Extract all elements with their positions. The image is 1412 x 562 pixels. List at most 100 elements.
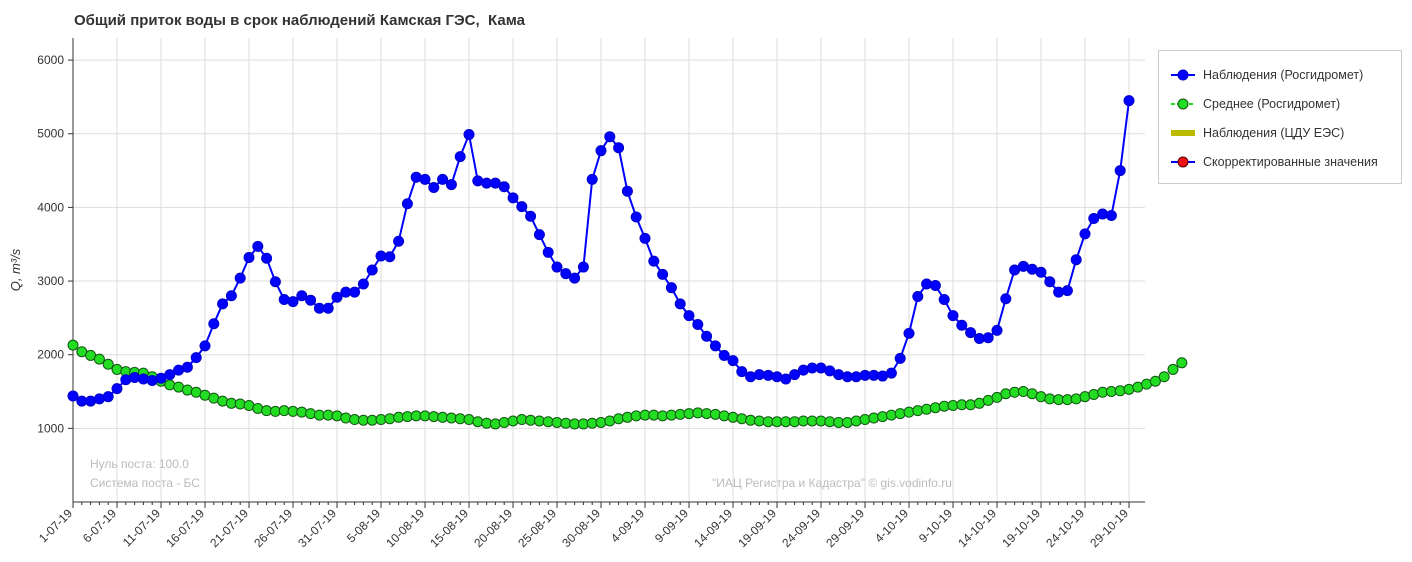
data-point-average-rosgidromet[interactable] — [305, 408, 317, 420]
data-point-observations-rosgidromet[interactable] — [665, 282, 677, 294]
data-point-average-rosgidromet[interactable] — [868, 412, 880, 424]
data-point-observations-rosgidromet[interactable] — [111, 383, 123, 395]
data-point-average-rosgidromet[interactable] — [841, 416, 853, 428]
data-point-observations-rosgidromet[interactable] — [789, 369, 801, 381]
data-point-observations-rosgidromet[interactable] — [718, 349, 730, 361]
data-point-average-rosgidromet[interactable] — [736, 413, 748, 425]
data-point-observations-rosgidromet[interactable] — [1114, 165, 1126, 177]
data-point-average-rosgidromet[interactable] — [1158, 371, 1170, 383]
data-point-average-rosgidromet[interactable] — [877, 411, 889, 423]
data-point-average-rosgidromet[interactable] — [718, 410, 730, 422]
data-point-observations-rosgidromet[interactable] — [1079, 228, 1091, 240]
data-point-observations-rosgidromet[interactable] — [1097, 208, 1109, 220]
legend-item-observations-cdu-ees[interactable]: Наблюдения (ЦДУ ЕЭС) — [1171, 123, 1344, 143]
data-point-average-rosgidromet[interactable] — [929, 402, 941, 414]
data-point-average-rosgidromet[interactable] — [234, 398, 246, 410]
data-point-observations-rosgidromet[interactable] — [903, 327, 915, 339]
data-point-observations-rosgidromet[interactable] — [850, 371, 862, 383]
data-point-observations-rosgidromet[interactable] — [595, 145, 607, 157]
data-point-observations-rosgidromet[interactable] — [164, 369, 176, 381]
data-point-observations-rosgidromet[interactable] — [102, 391, 114, 403]
data-point-average-rosgidromet[interactable] — [859, 414, 871, 426]
data-point-observations-rosgidromet[interactable] — [287, 296, 299, 308]
data-point-observations-rosgidromet[interactable] — [322, 302, 334, 314]
data-point-observations-rosgidromet[interactable] — [982, 332, 994, 344]
data-point-average-rosgidromet[interactable] — [903, 406, 915, 418]
data-point-observations-rosgidromet[interactable] — [393, 235, 405, 247]
data-point-observations-rosgidromet[interactable] — [956, 319, 968, 331]
data-point-observations-rosgidromet[interactable] — [542, 246, 554, 258]
data-point-observations-rosgidromet[interactable] — [885, 367, 897, 379]
data-point-observations-rosgidromet[interactable] — [419, 173, 431, 185]
data-point-observations-rosgidromet[interactable] — [1000, 293, 1012, 305]
data-point-observations-rosgidromet[interactable] — [1061, 285, 1073, 297]
data-point-average-rosgidromet[interactable] — [1176, 357, 1188, 369]
data-point-average-rosgidromet[interactable] — [472, 416, 484, 428]
data-point-observations-rosgidromet[interactable] — [674, 298, 686, 310]
data-point-observations-rosgidromet[interactable] — [657, 268, 669, 280]
data-point-observations-rosgidromet[interactable] — [305, 294, 317, 306]
data-point-observations-rosgidromet[interactable] — [938, 293, 950, 305]
data-point-observations-rosgidromet[interactable] — [507, 192, 519, 204]
data-point-observations-rosgidromet[interactable] — [331, 291, 343, 303]
data-point-observations-rosgidromet[interactable] — [780, 373, 792, 385]
data-point-observations-rosgidromet[interactable] — [269, 276, 281, 288]
legend-item-average-rosgidromet[interactable]: Среднее (Росгидромет) — [1171, 94, 1340, 114]
data-point-observations-rosgidromet[interactable] — [516, 201, 528, 213]
data-point-average-rosgidromet[interactable] — [102, 358, 114, 370]
data-point-observations-rosgidromet[interactable] — [243, 251, 255, 263]
data-point-observations-rosgidromet[interactable] — [437, 173, 449, 185]
data-point-observations-rosgidromet[interactable] — [225, 290, 237, 302]
data-point-observations-rosgidromet[interactable] — [533, 229, 545, 241]
data-point-observations-rosgidromet[interactable] — [261, 252, 273, 264]
data-point-observations-rosgidromet[interactable] — [463, 128, 475, 140]
data-point-observations-rosgidromet[interactable] — [604, 131, 616, 143]
data-point-observations-rosgidromet[interactable] — [296, 290, 308, 302]
data-point-average-rosgidromet[interactable] — [709, 408, 721, 420]
data-point-average-rosgidromet[interactable] — [340, 412, 352, 424]
legend-item-observations-rosgidromet[interactable]: Наблюдения (Росгидромет) — [1171, 65, 1363, 85]
data-point-observations-rosgidromet[interactable] — [357, 278, 369, 290]
data-point-observations-rosgidromet[interactable] — [384, 251, 396, 263]
data-point-observations-rosgidromet[interactable] — [560, 268, 572, 280]
data-point-observations-rosgidromet[interactable] — [577, 261, 589, 273]
data-point-average-rosgidromet[interactable] — [507, 415, 519, 427]
data-point-average-rosgidromet[interactable] — [727, 411, 739, 423]
data-point-average-rosgidromet[interactable] — [296, 406, 308, 418]
data-point-observations-rosgidromet[interactable] — [525, 210, 537, 222]
data-point-average-rosgidromet[interactable] — [489, 418, 501, 430]
data-point-observations-rosgidromet[interactable] — [366, 264, 378, 276]
data-point-average-rosgidromet[interactable] — [894, 408, 906, 420]
data-point-observations-rosgidromet[interactable] — [921, 278, 933, 290]
data-point-observations-rosgidromet[interactable] — [252, 240, 264, 252]
data-point-observations-rosgidromet[interactable] — [621, 185, 633, 197]
data-point-observations-rosgidromet[interactable] — [181, 361, 193, 373]
data-point-average-rosgidromet[interactable] — [384, 413, 396, 425]
data-point-observations-rosgidromet[interactable] — [701, 330, 713, 342]
data-point-observations-rosgidromet[interactable] — [929, 279, 941, 291]
data-point-observations-rosgidromet[interactable] — [692, 319, 704, 331]
data-point-observations-rosgidromet[interactable] — [1105, 209, 1117, 221]
data-point-observations-rosgidromet[interactable] — [912, 291, 924, 303]
data-point-observations-rosgidromet[interactable] — [445, 179, 457, 191]
data-point-observations-rosgidromet[interactable] — [1053, 286, 1065, 298]
data-point-observations-rosgidromet[interactable] — [569, 272, 581, 284]
data-point-average-rosgidromet[interactable] — [965, 399, 977, 411]
data-point-observations-rosgidromet[interactable] — [234, 272, 246, 284]
data-point-observations-rosgidromet[interactable] — [1035, 266, 1047, 278]
data-point-observations-rosgidromet[interactable] — [190, 352, 202, 364]
data-point-observations-rosgidromet[interactable] — [965, 327, 977, 339]
data-point-observations-rosgidromet[interactable] — [1088, 212, 1100, 224]
data-point-observations-rosgidromet[interactable] — [1123, 95, 1135, 107]
data-point-average-rosgidromet[interactable] — [67, 339, 79, 351]
data-point-observations-rosgidromet[interactable] — [199, 340, 211, 352]
data-point-observations-rosgidromet[interactable] — [727, 355, 739, 367]
data-point-average-rosgidromet[interactable] — [93, 353, 105, 365]
data-point-observations-rosgidromet[interactable] — [208, 318, 220, 330]
data-point-observations-rosgidromet[interactable] — [894, 352, 906, 364]
data-point-observations-rosgidromet[interactable] — [129, 372, 141, 384]
data-point-average-rosgidromet[interactable] — [1000, 388, 1012, 400]
data-point-observations-rosgidromet[interactable] — [1044, 276, 1056, 288]
data-point-observations-rosgidromet[interactable] — [947, 310, 959, 322]
data-point-average-rosgidromet[interactable] — [1149, 375, 1161, 387]
